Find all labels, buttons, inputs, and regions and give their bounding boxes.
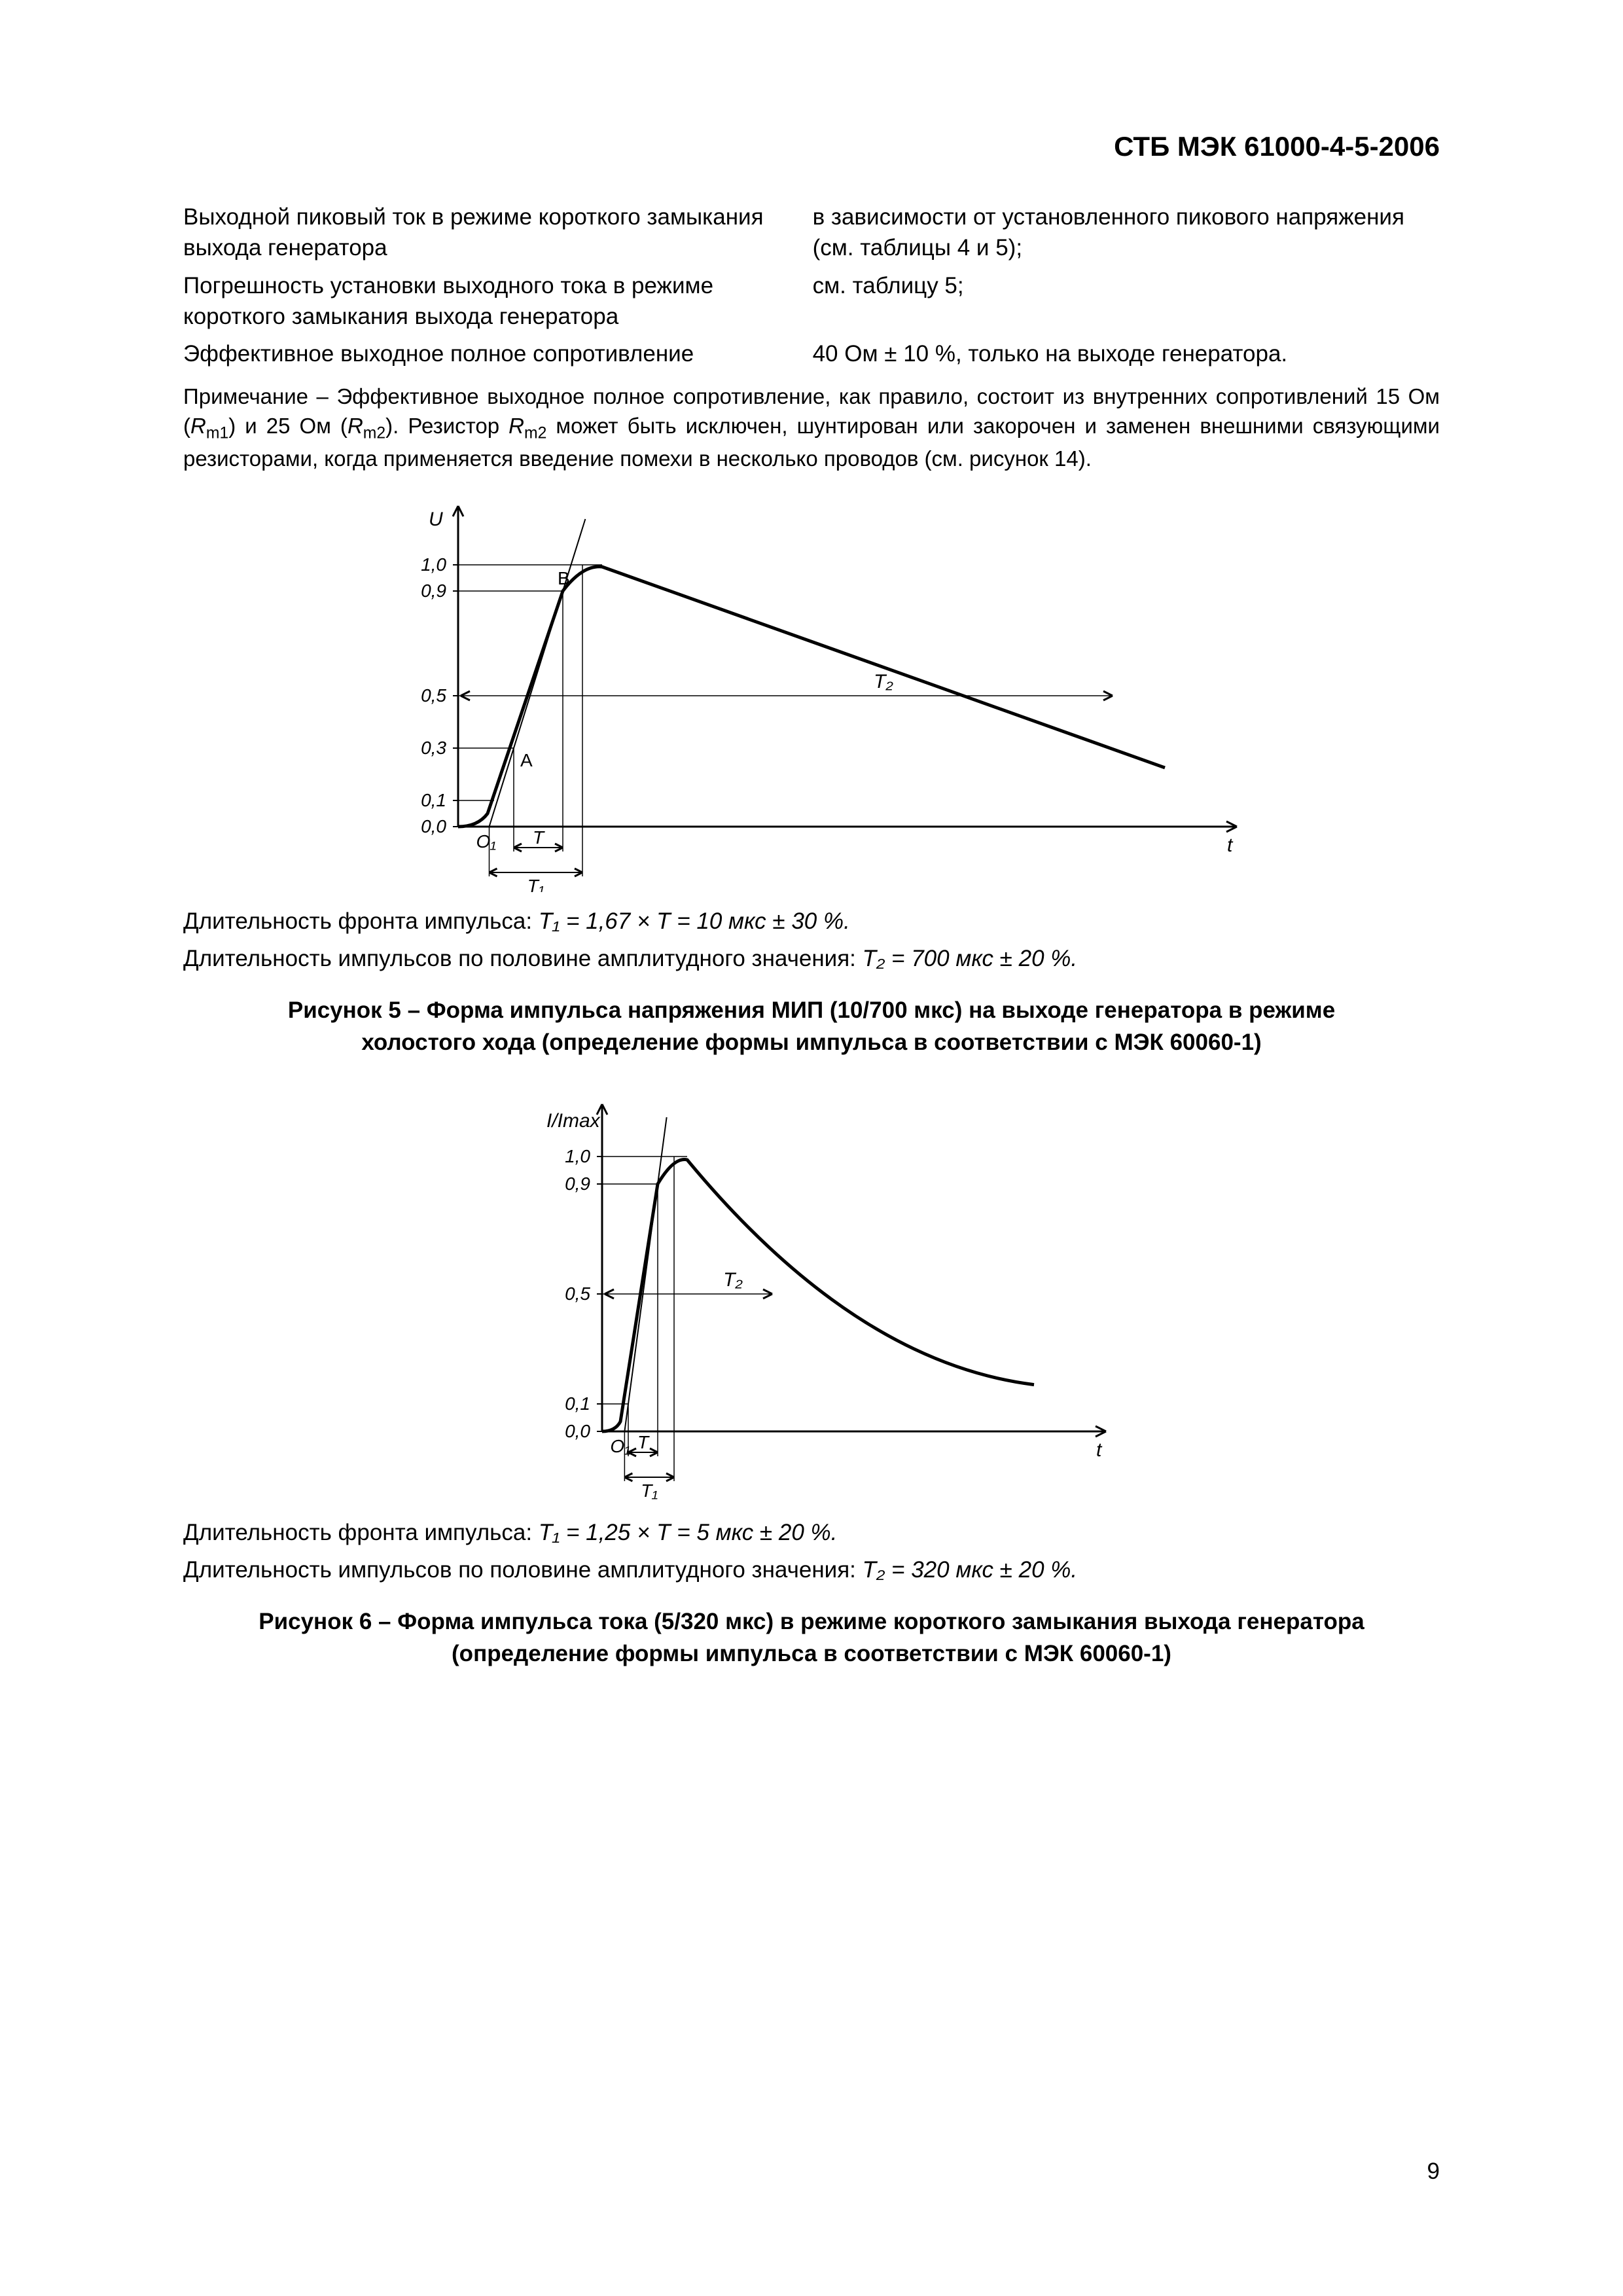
svg-text:0,0: 0,0	[421, 816, 446, 836]
fig5-cap1-formula: T₁ = 1,67 × T = 10 мкс ± 30 %.	[539, 908, 850, 934]
svg-text:0,9: 0,9	[565, 1174, 590, 1194]
fig6-title-l2: (определение формы импульса в соответств…	[452, 1641, 1171, 1666]
svg-text:1,0: 1,0	[421, 554, 446, 575]
note-r3-sub: m2	[524, 424, 546, 442]
note-r1-sub: m1	[206, 424, 228, 442]
fig5-cap2-formula: T₂ = 700 мкс ± 20 %.	[863, 946, 1078, 971]
param-row-1: Выходной пиковый ток в режиме короткого …	[183, 202, 1440, 264]
svg-text:T: T	[533, 827, 545, 848]
svg-text:O₁: O₁	[610, 1436, 630, 1456]
param-row-2-left: Погрешность установки выходного тока в р…	[183, 270, 787, 332]
svg-text:0,5: 0,5	[421, 685, 446, 706]
fig6-cap2-formula: T₂ = 320 мкс ± 20 %.	[863, 1557, 1078, 1583]
svg-text:0,3: 0,3	[421, 738, 446, 758]
param-row-1-left: Выходной пиковый ток в режиме короткого …	[183, 202, 787, 264]
svg-text:T₁: T₁	[527, 876, 544, 892]
svg-text:T₂: T₂	[723, 1269, 743, 1291]
figure-6-caption-line-1: Длительность фронта импульса: T₁ = 1,25 …	[183, 1516, 1440, 1549]
fig5-title-l1: Рисунок 5 – Форма импульса напряжения МИ…	[288, 997, 1335, 1023]
svg-text:T₂: T₂	[874, 671, 893, 692]
figure-6-caption-line-2: Длительность импульсов по половине ампли…	[183, 1554, 1440, 1586]
note-text-3: ). Резистор	[385, 414, 508, 438]
svg-text:t: t	[1227, 834, 1234, 856]
svg-text:0,0: 0,0	[565, 1421, 590, 1441]
fig6-cap1-before: Длительность фронта импульса:	[183, 1520, 539, 1545]
svg-text:T₁: T₁	[641, 1480, 658, 1501]
svg-text:U: U	[429, 509, 443, 530]
svg-text:0,1: 0,1	[565, 1393, 590, 1414]
fig6-cap2-before: Длительность импульсов по половине ампли…	[183, 1557, 863, 1583]
fig5-cap1-before: Длительность фронта импульса:	[183, 908, 539, 934]
svg-text:0,1: 0,1	[421, 790, 446, 810]
note-r3-base: R	[508, 414, 524, 438]
figure-6-chart: 1,0 0,9 0,5 0,1 0,0 T₂ I/Imax t O₁ T T₁	[183, 1085, 1440, 1503]
note-r2-sub: m2	[363, 424, 385, 442]
figure-6-title: Рисунок 6 – Форма импульса тока (5/320 м…	[183, 1605, 1440, 1670]
svg-text:O₁: O₁	[476, 831, 497, 852]
svg-text:T: T	[637, 1432, 650, 1452]
svg-text:0,5: 0,5	[565, 1283, 590, 1304]
figure-5-title: Рисунок 5 – Форма импульса напряжения МИ…	[183, 994, 1440, 1058]
param-row-1-right: в зависимости от установленного пикового…	[813, 202, 1440, 264]
note-r1-base: R	[190, 414, 206, 438]
svg-text:A: A	[520, 750, 533, 770]
param-row-3: Эффективное выходное полное сопротивлени…	[183, 338, 1440, 369]
param-row-3-left: Эффективное выходное полное сопротивлени…	[183, 338, 787, 369]
page-number: 9	[1427, 2159, 1440, 2185]
svg-text:1,0: 1,0	[565, 1146, 590, 1166]
fig5-cap2-before: Длительность импульсов по половине ампли…	[183, 946, 863, 971]
figure-5-caption-line-1: Длительность фронта импульса: T₁ = 1,67 …	[183, 905, 1440, 937]
figure-5-caption-line-2: Длительность импульсов по половине ампли…	[183, 942, 1440, 975]
fig6-title-l1: Рисунок 6 – Форма импульса тока (5/320 м…	[259, 1609, 1364, 1634]
svg-text:0,9: 0,9	[421, 581, 446, 601]
param-row-2-right: см. таблицу 5;	[813, 270, 1440, 332]
svg-text:B: B	[558, 568, 570, 588]
standard-code-header: СТБ МЭК 61000-4-5-2006	[183, 131, 1440, 162]
param-row-3-right: 40 Ом ± 10 %, только на выходе генератор…	[813, 338, 1440, 369]
param-row-2: Погрешность установки выходного тока в р…	[183, 270, 1440, 332]
svg-text:I/Imax: I/Imax	[546, 1110, 601, 1132]
fig5-title-l2: холостого хода (определение формы импуль…	[361, 1030, 1261, 1055]
note-text-2: ) и 25 Ом (	[228, 414, 348, 438]
note-r2-base: R	[348, 414, 363, 438]
note-paragraph: Примечание – Эффективное выходное полное…	[183, 382, 1440, 473]
fig6-cap1-formula: T₁ = 1,25 × T = 5 мкс ± 20 %.	[539, 1520, 838, 1545]
svg-text:t: t	[1096, 1439, 1103, 1461]
figure-5-chart: 1,0 0,9 0,5 0,3 0,1 0,0 T₂ A B Ut O₁ T T₁	[183, 486, 1440, 892]
